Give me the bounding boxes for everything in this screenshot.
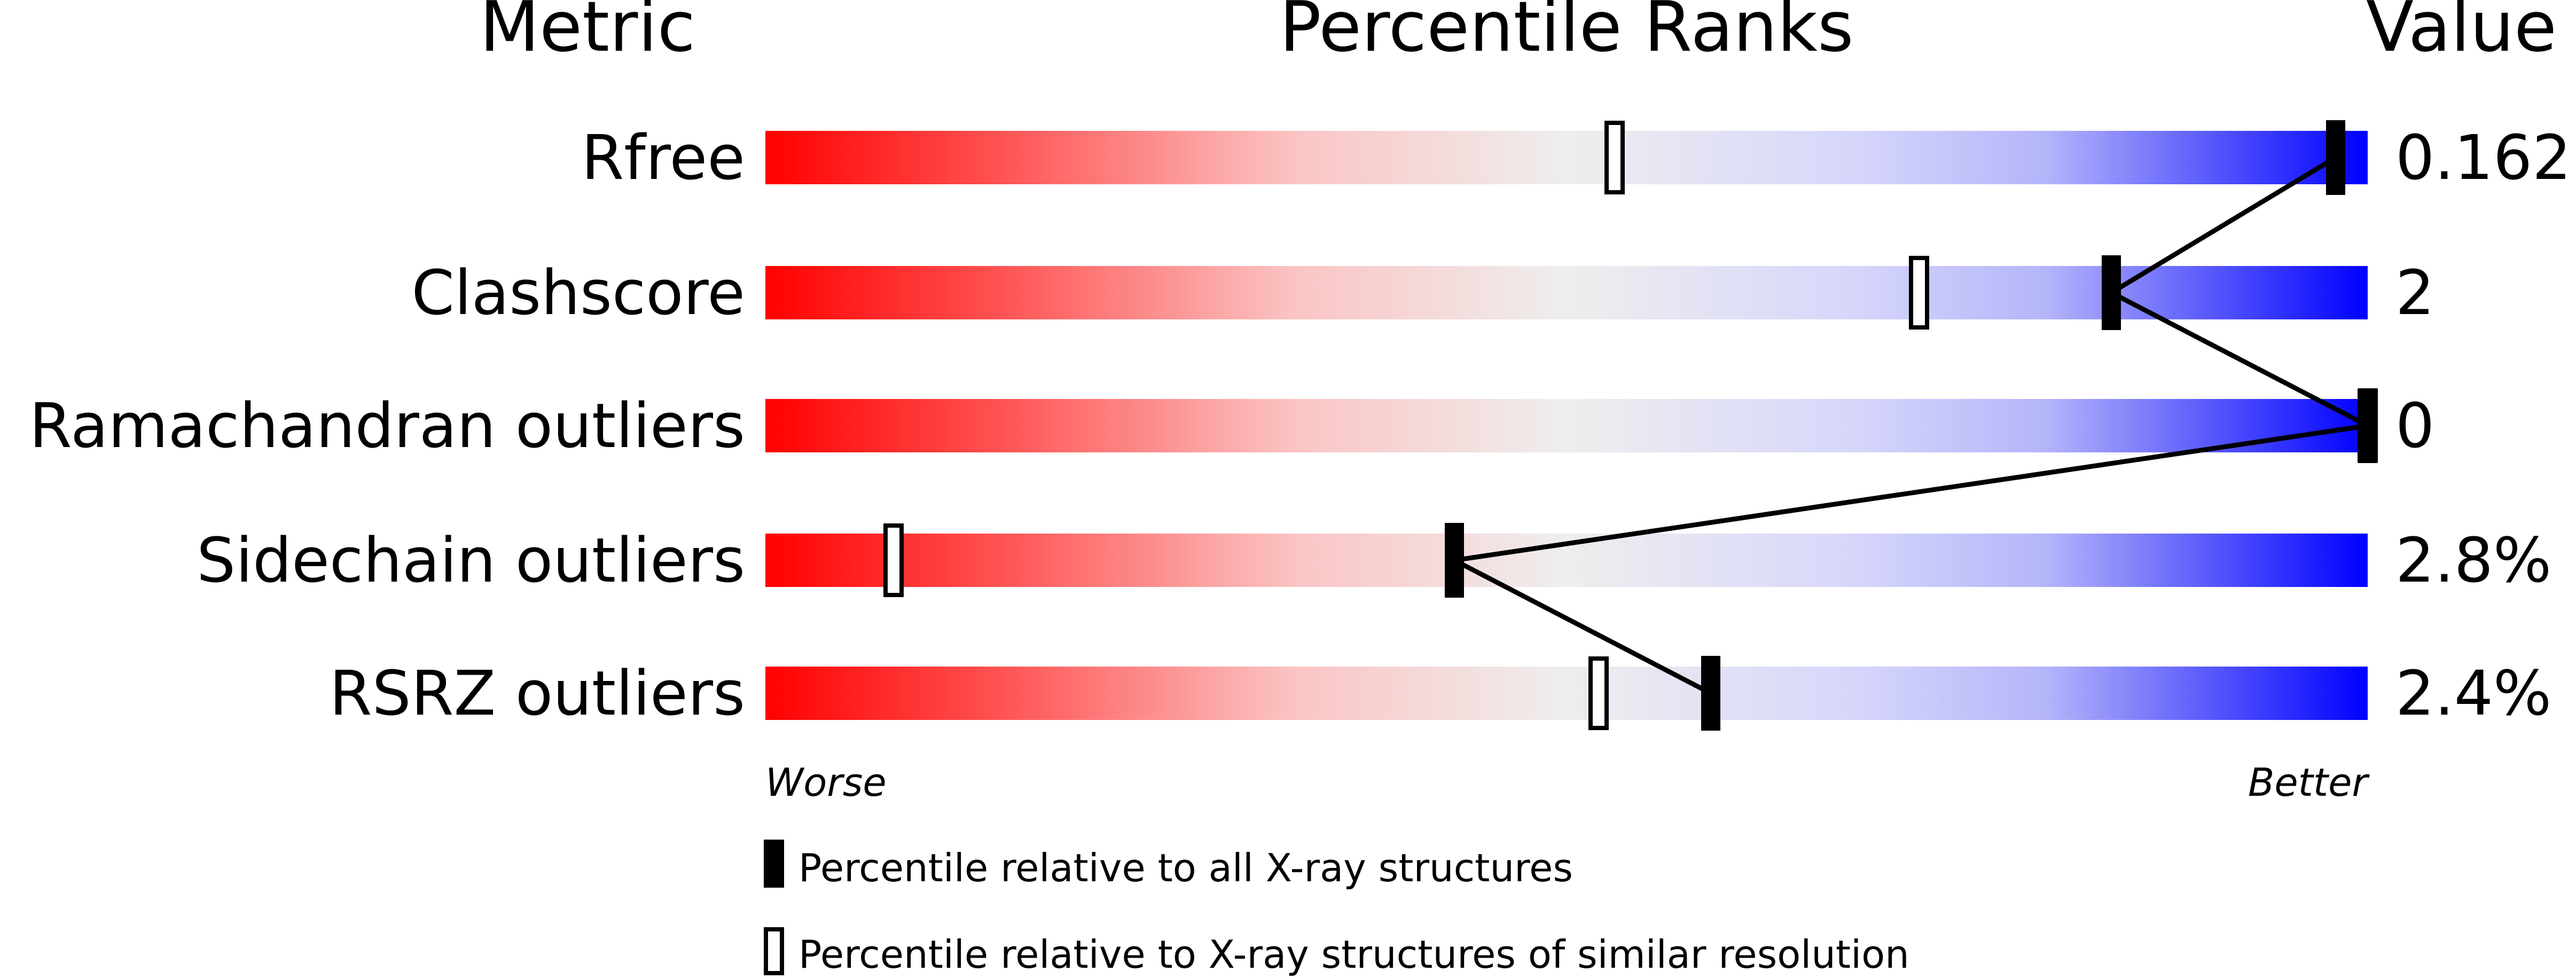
metric-value: 2.8%: [2395, 525, 2551, 597]
similar-resolution-marker: [1588, 656, 1609, 730]
legend-open-label: Percentile relative to X-ray structures …: [798, 932, 1909, 977]
similar-resolution-marker: [1604, 121, 1625, 194]
header-percentile-ranks: Percentile Ranks: [1279, 0, 1853, 67]
metric-value: 0.162: [2395, 122, 2571, 194]
metric-label: Sidechain outliers: [197, 525, 745, 597]
all-structures-marker: [2102, 255, 2121, 330]
all-structures-marker: [1701, 656, 1720, 731]
axis-better-label: Better: [2248, 760, 2370, 805]
legend-filled-label: Percentile relative to all X-ray structu…: [798, 845, 1573, 890]
all-structures-marker: [1445, 523, 1464, 598]
percentile-bar: [765, 266, 2368, 319]
percentile-bar: [765, 399, 2368, 452]
header-value: Value: [2366, 0, 2557, 67]
metric-label: Clashscore: [411, 257, 745, 329]
metric-label: RSRZ outliers: [330, 658, 745, 730]
percentile-bar: [765, 667, 2368, 720]
metric-label: Rfree: [581, 122, 745, 194]
percentile-bar: [765, 131, 2368, 184]
axis-worse-label: Worse: [765, 760, 887, 805]
metric-value: 2.4%: [2395, 658, 2551, 730]
legend-filled-marker: [764, 840, 784, 888]
metric-value: 0: [2395, 390, 2434, 462]
all-structures-marker: [2326, 120, 2345, 195]
header-metric: Metric: [480, 0, 695, 67]
similar-resolution-marker: [883, 523, 904, 597]
metric-value: 2: [2395, 257, 2434, 329]
legend-open-marker: [764, 927, 784, 975]
metric-label: Ramachandran outliers: [29, 390, 745, 462]
all-structures-marker: [2358, 388, 2377, 463]
similar-resolution-marker: [1909, 256, 1929, 330]
